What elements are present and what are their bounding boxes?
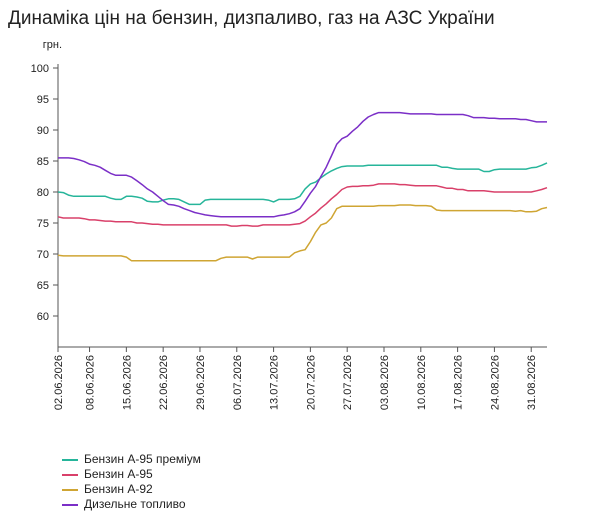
y-tick-label: 80 bbox=[37, 187, 49, 199]
x-tick-label: 13.07.2026 bbox=[269, 355, 281, 410]
series-line-3 bbox=[58, 111, 547, 218]
x-tick-label: 10.08.2026 bbox=[416, 355, 428, 410]
x-tick-label: 02.06.2026 bbox=[53, 355, 65, 410]
y-tick-label: 60 bbox=[37, 311, 49, 323]
series-lines bbox=[57, 111, 548, 262]
x-tick-label: 06.07.2026 bbox=[232, 355, 244, 410]
line-chart: грн. 60 65 70 75 80 85 90 95 100 02.06.2026 08.06.… bbox=[31, 39, 548, 410]
legend-swatch bbox=[62, 489, 78, 491]
legend-item[interactable]: Бензин А-95 bbox=[62, 467, 201, 482]
series-line-0 bbox=[57, 162, 548, 206]
y-tick-label: 70 bbox=[37, 249, 49, 261]
y-tick-label: 85 bbox=[37, 156, 49, 168]
legend-label: Бензин А-92 bbox=[84, 482, 153, 496]
legend-swatch bbox=[62, 474, 78, 476]
x-tick-label: 24.08.2026 bbox=[489, 355, 501, 410]
legend-item[interactable]: Дизельне топливо bbox=[62, 497, 201, 512]
x-tick-label: 29.06.2026 bbox=[195, 355, 207, 410]
legend-item[interactable]: Бензин А-92 bbox=[62, 482, 201, 497]
series-line-1 bbox=[57, 183, 548, 227]
legend-label: Дизельне топливо bbox=[84, 497, 186, 511]
y-tick-label: 65 bbox=[37, 280, 49, 292]
y-axis-unit-label: грн. bbox=[43, 39, 62, 51]
x-tick-label: 15.06.2026 bbox=[121, 355, 133, 410]
legend-item[interactable]: Бензин А-95 преміум bbox=[62, 452, 201, 467]
legend: Бензин А-95 преміум Бензин А-95 Бензин А-9… bbox=[62, 452, 201, 512]
x-tick-label: 03.08.2026 bbox=[379, 355, 391, 410]
x-tick-label: 20.07.2026 bbox=[305, 355, 317, 410]
x-tick-label: 17.08.2026 bbox=[453, 355, 465, 410]
legend-swatch bbox=[62, 504, 78, 506]
x-tick-label: 08.06.2026 bbox=[85, 355, 97, 410]
axes: 60 65 70 75 80 85 90 95 100 02.06.2026 08.06.2026 1… bbox=[31, 63, 547, 410]
legend-swatch bbox=[62, 459, 78, 461]
x-tick-label: 31.08.2026 bbox=[526, 355, 538, 410]
legend-label: Бензин А-95 bbox=[84, 467, 153, 481]
y-tick-label: 90 bbox=[37, 125, 49, 137]
x-tick-label: 22.06.2026 bbox=[158, 355, 170, 410]
legend-label: Бензин А-95 преміум bbox=[84, 452, 201, 466]
y-tick-label: 95 bbox=[37, 94, 49, 106]
y-tick-label: 100 bbox=[31, 63, 49, 75]
y-tick-label: 75 bbox=[37, 218, 49, 230]
chart-title: Динаміка цін на бензин, дизпаливо, газ н… bbox=[8, 8, 495, 29]
series-line-2 bbox=[57, 204, 548, 262]
x-tick-label: 27.07.2026 bbox=[342, 355, 354, 410]
